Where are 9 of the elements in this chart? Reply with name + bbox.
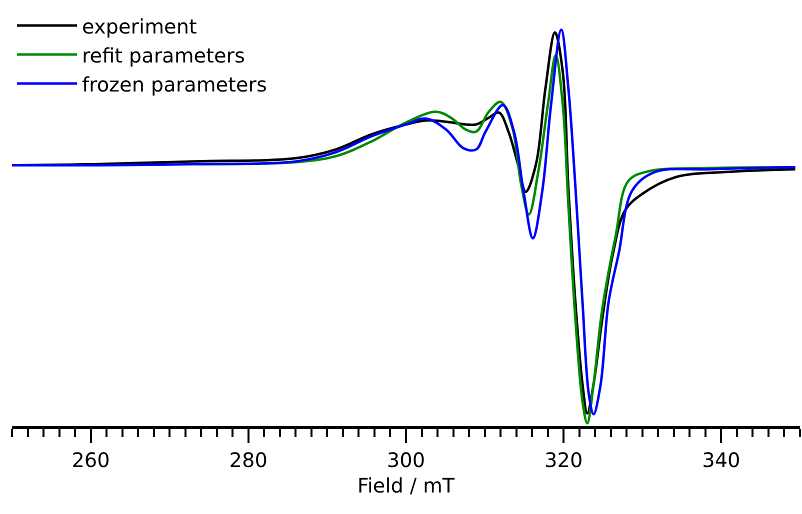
x-axis-title: Field / mT: [357, 474, 456, 498]
legend-label: frozen parameters: [82, 72, 267, 96]
x-tick-label: 300: [386, 448, 426, 472]
legend-label: experiment: [82, 14, 198, 38]
x-tick-label: 280: [229, 448, 268, 472]
x-tick-label: 320: [544, 448, 583, 472]
legend-label: refit parameters: [82, 43, 245, 68]
x-tick-label: 260: [72, 448, 110, 472]
x-tick-label: 340: [702, 448, 740, 472]
